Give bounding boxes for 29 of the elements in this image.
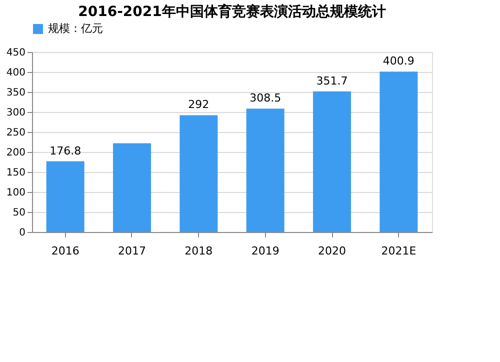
text: 292 [188, 98, 210, 112]
y-tick-label: 150 [6, 168, 26, 178]
chart-title: 2016-2021年中国体育竞赛表演活动总规模统计 [78, 3, 386, 20]
x-tick-label: 2019 [251, 244, 280, 258]
bar [380, 72, 418, 232]
x-tick-label: 2020 [318, 244, 346, 258]
x-tick-label: 2016 [51, 244, 80, 258]
x-tick-label: 2017 [118, 244, 146, 258]
text: 400.9 [382, 54, 414, 68]
y-tick-label: 50 [12, 208, 26, 218]
text: 176.8 [50, 144, 82, 158]
y-tick-label: 100 [6, 188, 26, 198]
bar [113, 143, 151, 232]
y-tick-label: 200 [6, 148, 26, 158]
bar [246, 108, 284, 232]
x-tick-label: 2018 [184, 244, 213, 258]
bar [180, 115, 218, 232]
y-tick-label: 400 [6, 68, 26, 78]
y-tick-label: 300 [6, 108, 26, 118]
y-tick-label: 450 [6, 48, 26, 58]
bar [46, 161, 84, 232]
legend-label: 规模：亿元 [48, 22, 103, 35]
text: 308.5 [250, 92, 282, 105]
x-tick-label: 2021E [381, 244, 416, 258]
y-tick-label: 0 [19, 228, 26, 238]
text: 351.7 [316, 74, 348, 88]
y-tick-label: 250 [6, 128, 26, 138]
bar [313, 91, 351, 232]
y-tick-label: 350 [6, 88, 26, 98]
